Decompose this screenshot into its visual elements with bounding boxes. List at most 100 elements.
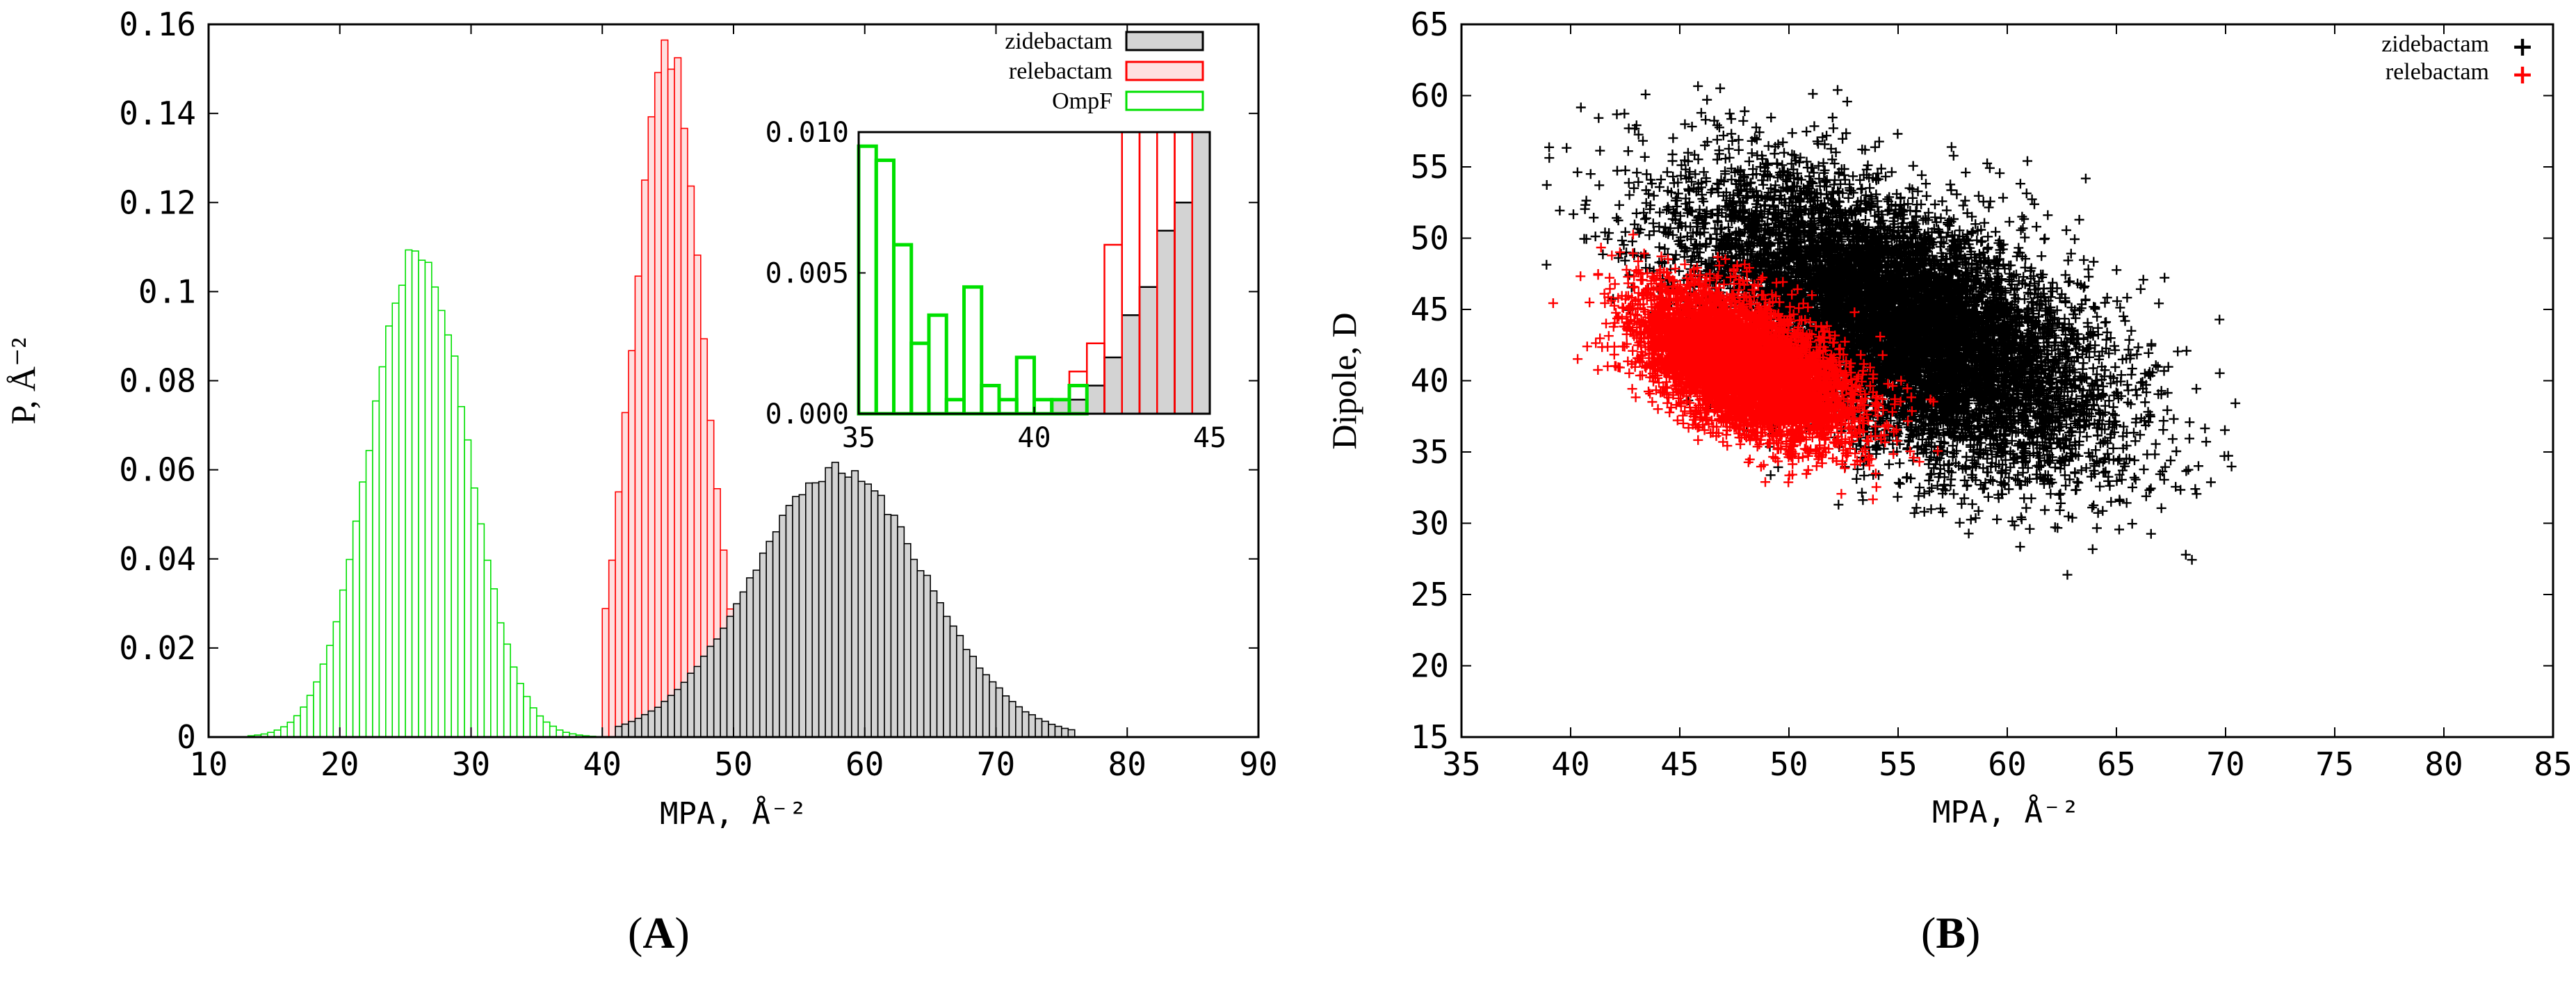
bar-ompf-21.5 — [359, 481, 367, 738]
bar-zidebactam-75.0 — [1061, 727, 1069, 738]
y-tick-label: 0.1 — [138, 273, 196, 310]
bar-zidebactam-62.5 — [897, 526, 905, 738]
inset-zidebactam-bars — [1051, 131, 1211, 415]
y-tick-label: 0.08 — [119, 362, 196, 400]
bar-zidebactam-56.0 — [811, 482, 820, 738]
x-tick-label: 90 — [1239, 745, 1277, 783]
legend-label-relebactam: relebactam — [2385, 59, 2489, 85]
bar-relebactam-43.5 — [647, 116, 656, 738]
inset-bar-zidebactam — [1068, 398, 1088, 415]
x-tick-label: 50 — [1769, 745, 1808, 783]
relebactam-histogram-bars — [601, 39, 813, 738]
histogram-chart-a: 10 20 30 40 50 60 70 80 90 0 0.02 0.04 0.06 0.08 0.1 0.… — [3, 6, 1278, 832]
bar-ompf-15.5 — [280, 726, 289, 738]
bar-relebactam-46.5 — [687, 185, 695, 738]
bar-zidebactam-60.0 — [864, 483, 872, 738]
bar-zidebactam-51.5 — [752, 569, 761, 738]
y-tick-label: 0.12 — [119, 184, 196, 221]
legend-marker-relebactam: + — [2511, 59, 2534, 90]
bar-zidebactam-53.5 — [779, 515, 787, 738]
bar-ompf-31.5 — [490, 588, 499, 738]
bar-ompf-28.0 — [444, 334, 452, 738]
inset-y-tick-label: 0.000 — [765, 398, 849, 430]
bar-ompf-29.5 — [464, 439, 472, 738]
legend-swatch-ompf — [1125, 90, 1204, 111]
bar-relebactam-40.5 — [608, 559, 616, 738]
x-tick-label: 85 — [2534, 745, 2572, 783]
bar-zidebactam-51.0 — [746, 577, 754, 738]
bar-zidebactam-50.5 — [739, 591, 747, 738]
x-tick-label: 80 — [2424, 745, 2463, 783]
bar-zidebactam-72.5 — [1028, 714, 1036, 738]
panel-paren-open: ( — [1921, 908, 1936, 957]
panel-label-b: (B) — [1921, 907, 1980, 959]
legend: zidebactam relebactam OmpF — [1005, 29, 1204, 114]
bar-zidebactam-41.0 — [615, 725, 623, 738]
y-tick-label: 60 — [1411, 77, 1449, 115]
y-axis-label: P, Å⁻² — [3, 338, 42, 425]
y-axis-label: Dipole, D — [1325, 312, 1363, 449]
bar-ompf-15.0 — [273, 729, 282, 738]
bar-ompf-24.0 — [391, 302, 400, 738]
y-tick-label: 50 — [1411, 220, 1449, 257]
bar-ompf-22.5 — [372, 400, 380, 738]
bar-relebactam-42.0 — [628, 350, 636, 738]
bar-relebactam-41.0 — [615, 491, 623, 738]
bar-zidebactam-46.0 — [680, 681, 688, 738]
relebactam-scatter-points — [1548, 229, 1943, 505]
panel-paren-close: ) — [674, 908, 690, 957]
bar-ompf-27.5 — [437, 309, 446, 738]
bar-relebactam-40.0 — [601, 608, 610, 738]
legend-swatch-zidebactam — [1125, 31, 1204, 51]
bar-zidebactam-48.5 — [713, 638, 721, 738]
bar-zidebactam-53.0 — [772, 531, 780, 738]
y-tick-label: 0.02 — [119, 629, 196, 667]
bar-ompf-27.0 — [431, 286, 439, 738]
inset-axis-ticks: 35 40 45 0.000 0.005 0.010 — [765, 117, 1227, 454]
bar-zidebactam-61.5 — [884, 514, 892, 738]
bar-relebactam-47.0 — [693, 254, 702, 738]
bar-zidebactam-54.0 — [785, 505, 793, 738]
x-tick-label: 75 — [2315, 745, 2354, 783]
bar-zidebactam-72.0 — [1021, 711, 1030, 738]
bar-ompf-23.0 — [378, 366, 387, 738]
bar-ompf-26.5 — [424, 261, 432, 738]
y-tick-label: 35 — [1411, 433, 1449, 471]
legend-marker-zidebactam: + — [2511, 31, 2534, 62]
x-tick-label: 60 — [845, 745, 884, 783]
bar-ompf-32.0 — [496, 622, 505, 738]
bar-ompf-35.0 — [536, 715, 544, 738]
inset-x-tick-label: 35 — [842, 422, 875, 454]
x-tick-label: 40 — [1551, 745, 1589, 783]
bar-zidebactam-52.0 — [759, 552, 767, 738]
inset-bar-zidebactam — [1174, 202, 1193, 415]
bar-zidebactam-69.5 — [989, 681, 997, 738]
y-tick-label: 0 — [177, 718, 196, 756]
bar-relebactam-43.0 — [641, 179, 649, 738]
bar-zidebactam-56.5 — [818, 480, 826, 738]
bar-ompf-31.0 — [483, 559, 492, 738]
bar-ompf-29.0 — [457, 405, 465, 738]
x-tick-label: 30 — [452, 745, 490, 783]
panel-letter-a: A — [642, 908, 675, 957]
bar-ompf-17.5 — [306, 695, 314, 738]
bar-zidebactam-73.0 — [1035, 718, 1043, 738]
panel-label-a: (A) — [628, 907, 690, 959]
bar-zidebactam-63.0 — [903, 543, 912, 738]
inset-y-tick-label: 0.005 — [765, 258, 849, 290]
y-tick-label: 15 — [1411, 718, 1449, 756]
x-tick-label: 60 — [1988, 745, 2026, 783]
bar-ompf-17.0 — [300, 706, 308, 738]
legend-label-relebactam: relebactam — [1009, 58, 1112, 84]
bar-zidebactam-73.5 — [1041, 720, 1049, 738]
x-tick-label: 10 — [189, 745, 227, 783]
bar-ompf-30.5 — [477, 523, 485, 738]
bar-zidebactam-65.0 — [930, 590, 938, 738]
bar-zidebactam-70.5 — [1002, 695, 1010, 738]
inset-bar-zidebactam — [1086, 385, 1105, 415]
inset-bar-zidebactam — [1138, 286, 1158, 415]
panel-letter-b: B — [1936, 908, 1966, 957]
bar-zidebactam-47.5 — [700, 655, 708, 738]
inset-bar-zidebactam — [1156, 229, 1176, 415]
bar-zidebactam-62.0 — [890, 515, 898, 738]
